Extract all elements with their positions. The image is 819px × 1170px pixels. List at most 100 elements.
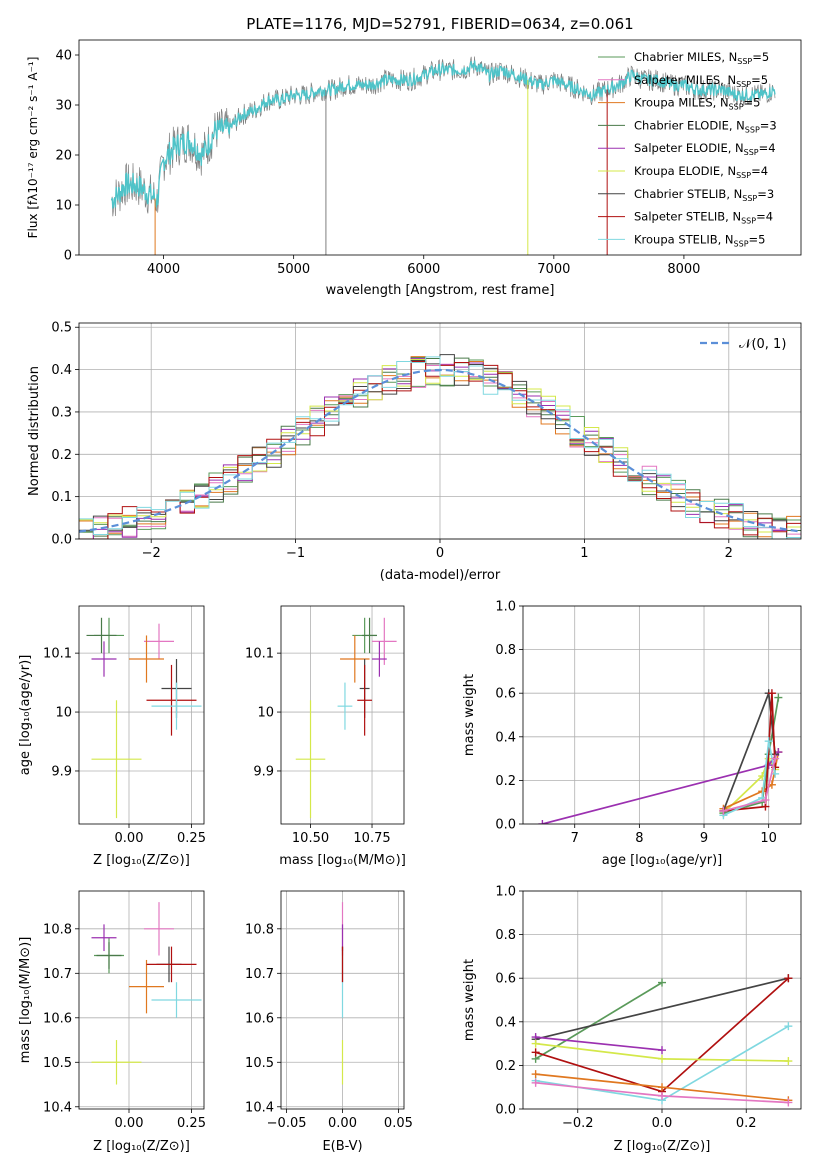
x-tick-label: 9 (700, 831, 708, 846)
y-tick-label: 10.5 (43, 1056, 72, 1071)
y-tick-label: 0.2 (51, 448, 72, 463)
axes-frame (280, 605, 405, 825)
plot-area (86, 617, 202, 819)
x-tick-label: 10.75 (353, 831, 390, 846)
x-tick-label: −1 (286, 546, 305, 561)
panel-age_vs_Z: 0.00 0.25 9.9 10 10.1 Z [log₁₀(Z/Z⊙)] age [log… (18, 605, 206, 868)
y-tick-label: 0 (64, 249, 72, 264)
x-axis-label: wavelength [Angstrom, rest frame] (326, 283, 555, 298)
y-axis-label: mass weight (462, 674, 477, 756)
legend-subscript: SSP (741, 217, 756, 226)
histogram-step (79, 359, 801, 539)
axes-frame (78, 39, 802, 256)
y-axis-label: Flux [fλ10⁻¹⁷ erg cm⁻² s⁻¹ A⁻¹] (26, 57, 40, 239)
y-tick-label: 10.5 (245, 1056, 274, 1071)
y-tick-label: 0.0 (51, 533, 72, 548)
gaussian-curve (79, 368, 801, 533)
x-tick-label: 0.0 (652, 1116, 673, 1131)
y-tick-label: 20 (55, 149, 72, 164)
x-tick-label: 8000 (667, 262, 700, 277)
y-tick-label: 10 (257, 706, 274, 721)
axes-frame (78, 605, 205, 825)
y-tick-label: 0.0 (495, 818, 516, 833)
x-tick-label: 5000 (277, 262, 310, 277)
legend-value: =5 (751, 73, 768, 87)
x-axis-label: Z [log₁₀(Z/Z⊙)] (614, 1139, 711, 1154)
plot-area: 𝒩(0, 1) (79, 337, 801, 539)
weight-line (542, 751, 780, 824)
x-tick-label: 0.25 (177, 1116, 206, 1131)
legend-subscript: SSP (729, 103, 744, 112)
panel-weight_vs_age: 7 8 9 10 0.0 0.2 0.4 0.6 0.8 1.0 age [log₁₀(age/yr… (462, 600, 802, 868)
y-tick-label: 10.6 (245, 1011, 274, 1026)
y-tick-label: 10.7 (245, 967, 274, 982)
legend-value: =3 (760, 118, 777, 132)
axes-frame (522, 890, 802, 1110)
y-tick-label: 0.6 (495, 972, 516, 987)
legend-label: Salpeter MILES, NSSP=5 (634, 73, 768, 89)
y-tick-label: 9.9 (51, 764, 72, 779)
legend-subscript: SSP (744, 148, 759, 157)
y-axis-label: mass weight (462, 959, 477, 1041)
legend-value: =4 (756, 210, 773, 224)
y-axis-label: mass [log₁₀(M/M⊙)] (18, 937, 33, 1064)
x-tick-label: 7 (571, 831, 579, 846)
x-tick-label: −0.2 (562, 1116, 594, 1131)
x-tick-label: 8 (635, 831, 643, 846)
weight-line (723, 693, 776, 812)
y-tick-label: 0.1 (51, 490, 72, 505)
y-tick-label: 30 (55, 99, 72, 114)
x-axis-label: (data-model)/error (380, 568, 501, 583)
legend-value: =5 (752, 50, 769, 64)
y-tick-label: 0.2 (495, 1059, 516, 1074)
y-tick-label: 10.1 (43, 647, 72, 662)
x-tick-label: 10 (760, 831, 777, 846)
x-tick-label: 7000 (537, 262, 570, 277)
legend-label: Salpeter ELODIE, NSSP=4 (634, 141, 776, 157)
y-tick-label: 1.0 (495, 600, 516, 615)
y-tick-label: 10.1 (245, 647, 274, 662)
x-tick-label: 0.2 (736, 1116, 757, 1131)
x-tick-label: 6000 (407, 262, 440, 277)
legend-subscript: SSP (736, 80, 751, 89)
panel-residuals: −2 −1 0 1 2 0.0 0.1 0.2 0.3 0.4 0.5 𝒩(0, 1) (data-mo… (27, 321, 802, 583)
y-tick-label: 0.2 (495, 774, 516, 789)
y-tick-label: 10.6 (43, 1011, 72, 1026)
x-tick-label: 2 (725, 546, 733, 561)
axes-frame (78, 322, 802, 540)
axes-frame (280, 890, 405, 1110)
legend-label: 𝒩(0, 1) (739, 337, 786, 352)
legend: Chabrier MILES, NSSP=5 Salpeter MILES, NS… (598, 50, 777, 248)
legend-subscript: SSP (742, 194, 757, 203)
weight-line (535, 1036, 663, 1051)
legend-subscript: SSP (736, 171, 751, 180)
y-tick-label: 0.4 (495, 1015, 516, 1030)
y-tick-label: 10.4 (43, 1100, 72, 1115)
figure-title: PLATE=1176, MJD=52791, FIBERID=0634, z=0… (246, 15, 633, 33)
legend-label: Chabrier ELODIE, NSSP=3 (634, 118, 777, 134)
weight-line (535, 977, 789, 1041)
plot-area (531, 974, 793, 1107)
y-tick-label: 0.4 (495, 730, 516, 745)
y-tick-label: 10 (55, 706, 72, 721)
legend-value: =4 (751, 164, 768, 178)
x-axis-label: mass [log₁₀(M/M⊙)] (279, 853, 406, 868)
y-tick-label: 9.9 (253, 764, 274, 779)
panel-mass_vs_EBV: −0.05 0.00 0.05 10.4 10.5 10.6 10.7 10.8 E(B-V) (245, 890, 413, 1154)
y-tick-label: 10.8 (43, 922, 72, 937)
axes-frame (522, 605, 802, 825)
panel-weight_vs_Z: −0.2 0.0 0.2 0.0 0.2 0.4 0.6 0.8 1.0 Z [log₁₀(Z/Z… (462, 885, 802, 1154)
axes-frame (78, 890, 205, 1110)
legend-value: =3 (757, 187, 774, 201)
y-tick-label: 0.8 (495, 643, 516, 658)
plot-area (91, 902, 202, 1085)
y-tick-label: 40 (55, 49, 72, 64)
legend-label: Kroupa ELODIE, NSSP=4 (634, 164, 768, 180)
plot-area (295, 617, 397, 819)
legend-value: =4 (759, 141, 776, 155)
x-axis-label: Z [log₁₀(Z/Z⊙)] (93, 853, 190, 868)
plot-area: Chabrier MILES, NSSP=5 Salpeter MILES, NS… (110, 50, 777, 255)
x-axis-label: age [log₁₀(age/yr)] (602, 853, 723, 868)
legend-value: =5 (749, 232, 766, 246)
